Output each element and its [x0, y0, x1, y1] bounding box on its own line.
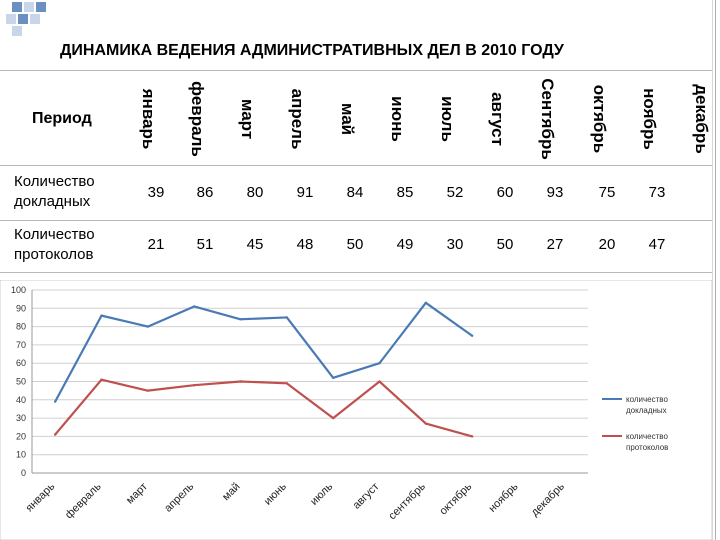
y-tick-label: 20 — [16, 431, 26, 441]
table-cell: 49 — [396, 236, 414, 253]
divider-row1 — [0, 220, 712, 221]
table-cell: 80 — [246, 184, 264, 201]
row-label-1: Количество докладных — [14, 173, 95, 210]
month-header-label: июнь — [388, 96, 407, 142]
data-point — [53, 400, 57, 403]
right-border — [715, 0, 716, 540]
data-point — [239, 318, 242, 321]
y-tick-label: 0 — [21, 468, 26, 478]
y-tick-label: 10 — [16, 450, 26, 460]
divider-header — [0, 165, 712, 166]
y-tick-label: 50 — [16, 377, 26, 387]
table-cell: 85 — [396, 184, 414, 201]
y-tick-label: 40 — [16, 395, 26, 405]
y-tick-label: 30 — [16, 413, 26, 423]
month-header-5: май — [322, 80, 372, 158]
legend-label: количество протоколов — [626, 432, 668, 452]
y-tick-label: 60 — [16, 358, 26, 368]
month-header-8: август — [472, 80, 522, 158]
row-label-2: Количество протоколов — [14, 226, 95, 263]
series-line-1 — [54, 301, 473, 403]
table-cell: 52 — [446, 184, 464, 201]
period-label: Период — [32, 110, 92, 127]
y-tick-label: 80 — [16, 322, 26, 332]
divider-top — [0, 70, 712, 71]
month-header-3: март — [222, 80, 272, 158]
data-point — [285, 382, 289, 385]
month-header-label: Сентябрь — [538, 78, 557, 160]
month-header-9: Сентябрь — [522, 78, 572, 160]
month-header-label: февраль — [188, 81, 207, 157]
y-tick-label: 100 — [11, 285, 26, 295]
data-point — [146, 325, 150, 328]
table-cell: 50 — [346, 236, 364, 253]
table-cell: 86 — [196, 184, 214, 201]
month-header-label: август — [488, 92, 507, 146]
table-cell: 45 — [246, 236, 264, 253]
month-header-6: июнь — [372, 80, 422, 158]
table-cell: 20 — [598, 236, 616, 253]
data-point — [100, 314, 103, 317]
month-header-label: март — [238, 98, 257, 140]
table-cell: 30 — [446, 236, 464, 253]
table-cell: 21 — [147, 236, 165, 253]
data-point — [192, 383, 196, 387]
data-point — [378, 362, 381, 365]
month-header-7: июль — [422, 80, 472, 158]
y-tick-label: 70 — [16, 340, 26, 350]
data-point — [331, 416, 335, 420]
table-cell: 93 — [546, 184, 564, 201]
table-cell: 75 — [598, 184, 616, 201]
data-point — [285, 316, 289, 319]
month-header-2: февраль — [172, 80, 222, 158]
month-header-11: ноябрь — [624, 80, 674, 158]
chart-frame — [0, 280, 712, 540]
decorative-squares — [0, 0, 60, 40]
table-cell: 50 — [496, 236, 514, 253]
data-point — [53, 433, 57, 436]
month-header-10: октябрь — [574, 80, 624, 158]
table-cell: 84 — [346, 184, 364, 201]
table-cell: 47 — [648, 236, 666, 253]
data-point — [146, 389, 150, 392]
month-header-label: ноябрь — [640, 88, 659, 150]
table-cell: 48 — [296, 236, 314, 253]
table-cell: 51 — [196, 236, 214, 253]
month-header-label: декабрь — [692, 84, 711, 154]
data-point — [378, 380, 381, 383]
month-header-label: октябрь — [590, 84, 609, 154]
data-point — [470, 435, 474, 438]
month-header-4: апрель — [272, 80, 322, 158]
table-cell: 73 — [648, 184, 666, 201]
data-point — [424, 301, 428, 305]
data-point — [331, 376, 335, 380]
data-point — [239, 380, 242, 383]
table-cell: 60 — [496, 184, 514, 201]
divider-row2 — [0, 272, 712, 273]
right-border-inner — [712, 0, 713, 540]
table-cell: 27 — [546, 236, 564, 253]
legend-label: количество докладных — [626, 395, 668, 415]
month-header-label: январь — [139, 88, 158, 150]
month-header-label: май — [338, 102, 357, 136]
data-point — [192, 305, 196, 308]
data-point — [100, 378, 103, 381]
month-header-1: январь — [123, 80, 173, 158]
data-point — [424, 422, 428, 425]
table-cell: 39 — [147, 184, 165, 201]
data-point — [470, 334, 474, 337]
page-title: ДИНАМИКА ВЕДЕНИЯ АДМИНИСТРАТИВНЫХ ДЕЛ В … — [60, 42, 564, 59]
month-header-label: июль — [438, 96, 457, 142]
month-header-label: апрель — [288, 88, 307, 150]
y-tick-label: 90 — [16, 303, 26, 313]
month-header-12: декабрь — [676, 80, 720, 158]
table-cell: 91 — [296, 184, 314, 201]
series-line-2 — [54, 378, 473, 438]
